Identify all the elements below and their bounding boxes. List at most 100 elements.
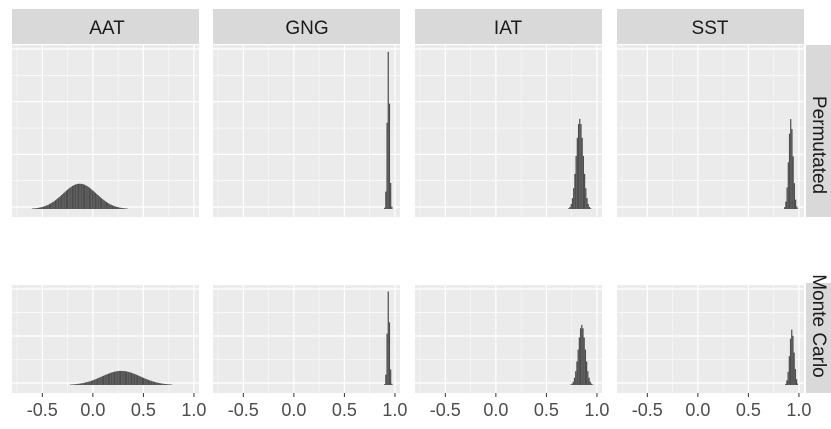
histogram-bar (797, 383, 799, 385)
histogram-bar (52, 201, 54, 209)
histogram-bar (119, 370, 122, 385)
row-strip-monte-carlo (806, 283, 831, 393)
histogram-bar (104, 375, 106, 385)
histogram-bar (575, 371, 577, 385)
histogram-gng-permutated (384, 51, 393, 210)
panel-iat-permutated (415, 45, 602, 217)
histogram-bar (91, 189, 93, 209)
histogram-bar (789, 338, 792, 385)
histogram-bar (155, 382, 157, 385)
histogram-bar (43, 206, 46, 209)
histogram-bar (147, 379, 150, 385)
histogram-bar (115, 371, 117, 385)
histogram-bar (156, 382, 158, 385)
histogram-bar (39, 207, 41, 209)
histogram-bar (68, 188, 70, 209)
histogram-bar (51, 202, 53, 209)
histogram-bar (76, 384, 78, 385)
histogram-bar (113, 205, 115, 209)
histogram-bar (59, 196, 61, 209)
histogram-bar (581, 324, 583, 385)
histogram-sst-monte-carlo (785, 329, 799, 385)
histogram-bar (58, 197, 60, 209)
histogram-bar (138, 375, 140, 385)
histogram-bar (584, 349, 587, 385)
histogram-bar (133, 373, 135, 385)
histogram-bar (787, 371, 789, 385)
histogram-bar (132, 373, 134, 385)
histogram-bar (70, 186, 72, 209)
histogram-bar (97, 195, 99, 209)
histogram-bar (588, 377, 590, 385)
histogram-bar (77, 383, 79, 385)
histogram-bar (158, 383, 160, 385)
panel-gng-permutated (213, 45, 400, 217)
histogram-bar (113, 371, 116, 385)
histogram-bar (117, 207, 120, 209)
histogram-bar (162, 383, 164, 385)
histogram-bar (69, 187, 71, 209)
histogram-bar (46, 205, 48, 209)
histogram-bar (72, 384, 74, 385)
histogram-bar (786, 187, 788, 209)
histogram-bar (47, 204, 49, 209)
histogram-bar (384, 384, 386, 385)
histogram-bar (41, 207, 43, 209)
histogram-bar (575, 155, 577, 209)
histogram-bar (586, 198, 588, 209)
histogram-bar (788, 133, 791, 209)
row-label-monte-carlo: Monte Carlo (808, 274, 829, 378)
column-strip-aat (12, 9, 199, 44)
histogram-bar (63, 192, 65, 209)
histogram-bar (168, 384, 170, 385)
histogram-bar (145, 378, 147, 385)
histogram-bar (76, 183, 78, 209)
column-label-iat: IAT (494, 18, 523, 39)
histogram-bar (42, 206, 44, 209)
histogram-bar (89, 381, 91, 385)
histogram-bar (100, 376, 102, 385)
histogram-bar (159, 383, 162, 385)
histogram-bar (139, 376, 141, 385)
histogram-bar (140, 376, 142, 385)
histogram-gng-monte-carlo (384, 291, 393, 385)
histogram-bar (590, 208, 592, 209)
row-strip-permutated (806, 45, 831, 217)
histogram-bar (579, 118, 581, 209)
histogram-bar (95, 378, 97, 385)
histogram-bar (163, 383, 165, 385)
histogram-bar (121, 370, 123, 385)
histogram-aat-permutated (31, 183, 128, 209)
histogram-bar (54, 200, 57, 209)
histogram-bar (100, 198, 103, 209)
histogram-bar (106, 374, 108, 385)
histogram-bar (152, 381, 154, 385)
histogram-bar (390, 183, 392, 209)
histogram-bar (109, 204, 111, 209)
histogram-bar (107, 202, 109, 209)
histogram-sst-permutated (784, 119, 799, 209)
histogram-bar (586, 361, 588, 385)
histogram-bar (785, 201, 787, 209)
histogram-bar (146, 379, 148, 385)
histogram-bar (570, 384, 572, 385)
histogram-bar (576, 137, 578, 209)
histogram-bar (794, 369, 796, 385)
histogram-bar (388, 103, 391, 209)
panel-gng-monte-carlo (213, 285, 400, 393)
histogram-bar (122, 370, 124, 385)
histogram-bar (78, 383, 80, 385)
histogram-bar (579, 328, 582, 385)
histogram-bar (123, 371, 125, 385)
histogram-bar (82, 383, 84, 385)
histogram-bar (92, 190, 94, 209)
histogram-bar (105, 374, 107, 385)
histogram-bar (98, 196, 100, 209)
histogram-bar (109, 373, 111, 385)
histogram-bar (573, 188, 575, 209)
histogram-bar (111, 205, 114, 209)
histogram-bar (62, 193, 64, 209)
histogram-bar (585, 188, 587, 209)
histogram-bar (94, 379, 96, 385)
histogram-bar (66, 189, 69, 209)
